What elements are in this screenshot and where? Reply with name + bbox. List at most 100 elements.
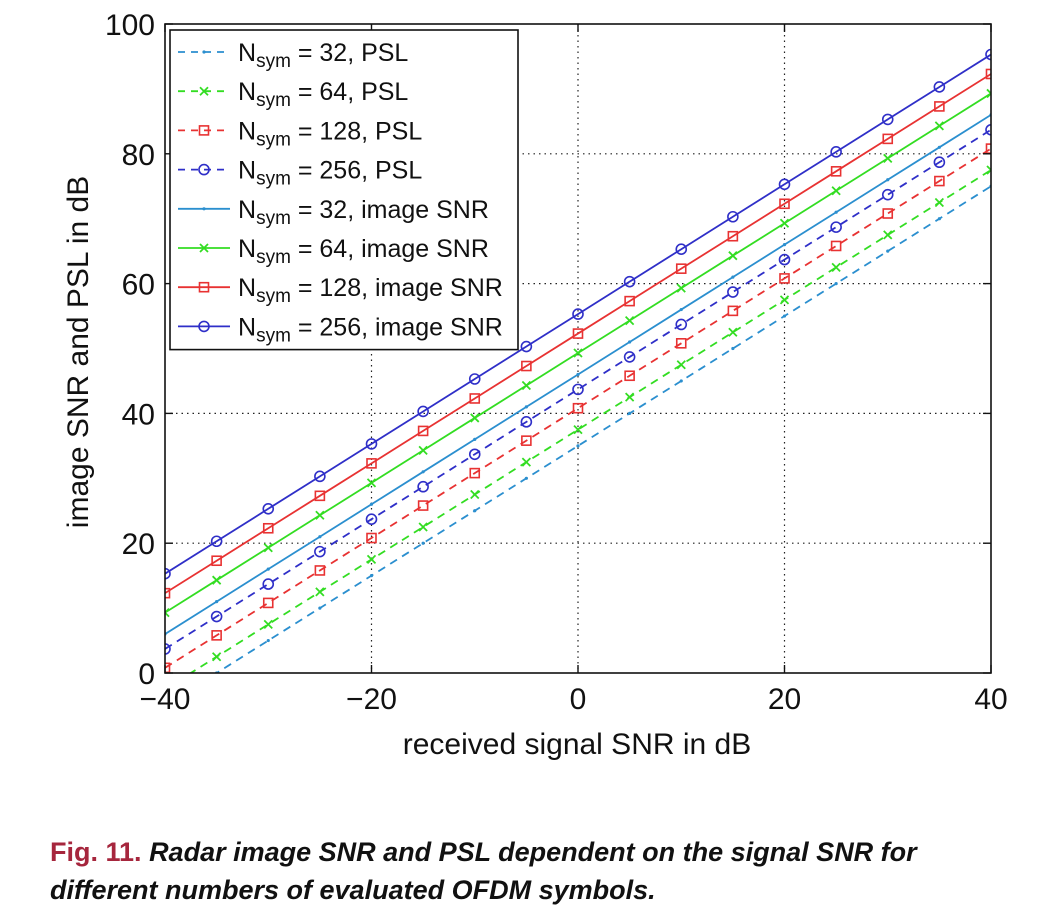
- point-marker: [937, 145, 941, 149]
- point-marker: [628, 340, 632, 344]
- point-marker: [830, 240, 842, 252]
- series-8: [165, 48, 991, 580]
- point-marker: [782, 314, 787, 318]
- point-marker: [262, 578, 275, 590]
- point-marker: [211, 630, 222, 641]
- point-marker: [198, 163, 210, 176]
- data-point: [210, 535, 223, 548]
- point-marker: [727, 305, 739, 317]
- point-marker: [886, 249, 890, 253]
- point-marker: [834, 210, 838, 214]
- data-point: [937, 145, 941, 149]
- data-point: [675, 243, 688, 256]
- data-point: [573, 424, 583, 435]
- data-point: [623, 351, 636, 363]
- data-point: [314, 470, 326, 483]
- point-marker: [418, 445, 428, 456]
- data-point: [883, 153, 893, 163]
- data-point: [985, 48, 991, 61]
- series-line: [165, 129, 991, 650]
- point-marker: [366, 532, 377, 544]
- point-marker: [266, 638, 270, 643]
- point-marker: [624, 295, 635, 307]
- point-marker: [199, 243, 209, 253]
- point-marker: [417, 500, 429, 511]
- data-point: [572, 402, 584, 414]
- data-point: [830, 240, 842, 252]
- point-marker: [468, 373, 481, 385]
- data-point: [986, 165, 991, 175]
- legend-item: Nsym = 128, PSL: [178, 117, 422, 150]
- data-point: [318, 535, 322, 539]
- legend-label: Nsym = 128, image SNR: [238, 274, 503, 307]
- point-marker: [933, 156, 946, 169]
- x-tick-label: −40: [140, 683, 191, 716]
- point-marker: [202, 50, 206, 54]
- data-point: [366, 532, 377, 544]
- data-point: [521, 380, 532, 391]
- data-point: [421, 470, 425, 474]
- data-point: [782, 243, 787, 247]
- data-point: [886, 178, 890, 182]
- data-point: [881, 188, 894, 201]
- point-marker: [727, 230, 739, 242]
- series-5: [165, 113, 991, 636]
- point-marker: [366, 478, 377, 488]
- data-point: [727, 210, 739, 223]
- data-point: [417, 480, 429, 493]
- point-marker: [881, 188, 894, 201]
- point-marker: [778, 178, 791, 191]
- data-point: [470, 489, 480, 500]
- point-marker: [198, 125, 210, 136]
- data-point: [779, 295, 790, 305]
- point-marker: [883, 153, 893, 163]
- data-point: [198, 163, 210, 176]
- point-marker: [314, 490, 326, 502]
- point-marker: [524, 405, 528, 409]
- point-marker: [315, 587, 325, 597]
- data-point: [165, 608, 170, 618]
- point-marker: [676, 360, 686, 370]
- data-point: [731, 275, 735, 279]
- data-point: [883, 230, 893, 240]
- point-marker: [211, 555, 222, 567]
- data-point: [315, 587, 325, 597]
- point-marker: [366, 554, 377, 565]
- point-marker: [933, 81, 946, 93]
- point-marker: [421, 470, 425, 474]
- point-marker: [165, 643, 171, 655]
- legend-label: Nsym = 32, PSL: [238, 39, 408, 72]
- point-marker: [210, 610, 223, 623]
- data-point: [623, 275, 636, 288]
- y-tick-label: 40: [122, 398, 155, 431]
- data-point: [985, 143, 991, 154]
- point-marker: [314, 545, 326, 558]
- point-marker: [675, 263, 687, 274]
- point-marker: [521, 435, 532, 446]
- point-marker: [469, 393, 481, 404]
- point-marker: [470, 489, 480, 500]
- point-marker: [576, 444, 580, 448]
- point-marker: [628, 411, 632, 415]
- point-marker: [623, 275, 636, 288]
- point-marker: [521, 457, 532, 467]
- data-point: [262, 522, 274, 534]
- point-marker: [882, 133, 894, 145]
- data-point: [262, 503, 275, 515]
- point-marker: [572, 328, 584, 339]
- point-marker: [572, 308, 584, 320]
- point-marker: [882, 208, 894, 219]
- data-point: [882, 133, 894, 145]
- point-marker: [779, 218, 790, 228]
- point-marker: [985, 68, 991, 80]
- legend-label: Nsym = 128, PSL: [238, 117, 422, 150]
- data-point: [572, 328, 584, 339]
- series-6: [165, 88, 991, 618]
- point-marker: [831, 186, 841, 196]
- series-1: [214, 184, 991, 673]
- data-point: [366, 478, 377, 488]
- legend-item: Nsym = 256, PSL: [178, 157, 422, 190]
- point-marker: [314, 565, 326, 576]
- data-point: [933, 81, 946, 93]
